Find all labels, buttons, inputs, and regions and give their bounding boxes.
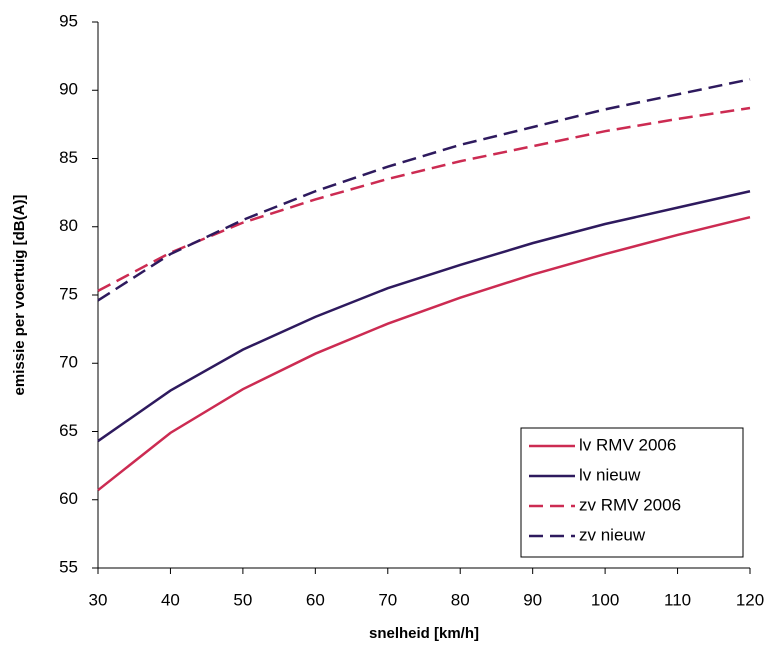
y-tick-label: 70	[59, 353, 78, 372]
y-tick-label: 80	[59, 216, 78, 235]
x-axis-title: snelheid [km/h]	[369, 625, 479, 642]
x-tick-label: 120	[736, 590, 764, 609]
x-tick-label: 60	[306, 590, 325, 609]
x-tick-label: 70	[378, 590, 397, 609]
x-tick-label: 80	[451, 590, 470, 609]
y-tick-label: 60	[59, 489, 78, 508]
y-tick-label: 95	[59, 11, 78, 30]
y-tick-label: 85	[59, 148, 78, 167]
legend-label: lv nieuw	[579, 465, 641, 484]
x-tick-label: 100	[591, 590, 619, 609]
x-tick-label: 110	[664, 590, 691, 609]
legend-label: lv RMV 2006	[579, 435, 676, 454]
y-tick-label: 75	[59, 284, 78, 303]
y-axis-title: emissie per voertuig [dB(A)]	[11, 195, 28, 396]
x-tick-label: 50	[233, 590, 252, 609]
x-tick-label: 30	[89, 590, 108, 609]
series-line	[97, 190, 751, 443]
legend: lv RMV 2006 lv nieuw zv RMV 2006 zv nieuw	[520, 427, 744, 558]
series-line	[97, 106, 751, 293]
y-tick-label: 65	[59, 421, 78, 440]
y-tick-label: 55	[59, 557, 78, 576]
series-line	[97, 215, 751, 492]
legend-label: zv RMV 2006	[579, 495, 681, 514]
x-tick-label: 40	[161, 590, 180, 609]
y-tick-label: 90	[59, 80, 78, 99]
x-tick-label: 90	[523, 590, 542, 609]
legend-label: zv nieuw	[579, 525, 646, 544]
series-line	[97, 78, 751, 302]
